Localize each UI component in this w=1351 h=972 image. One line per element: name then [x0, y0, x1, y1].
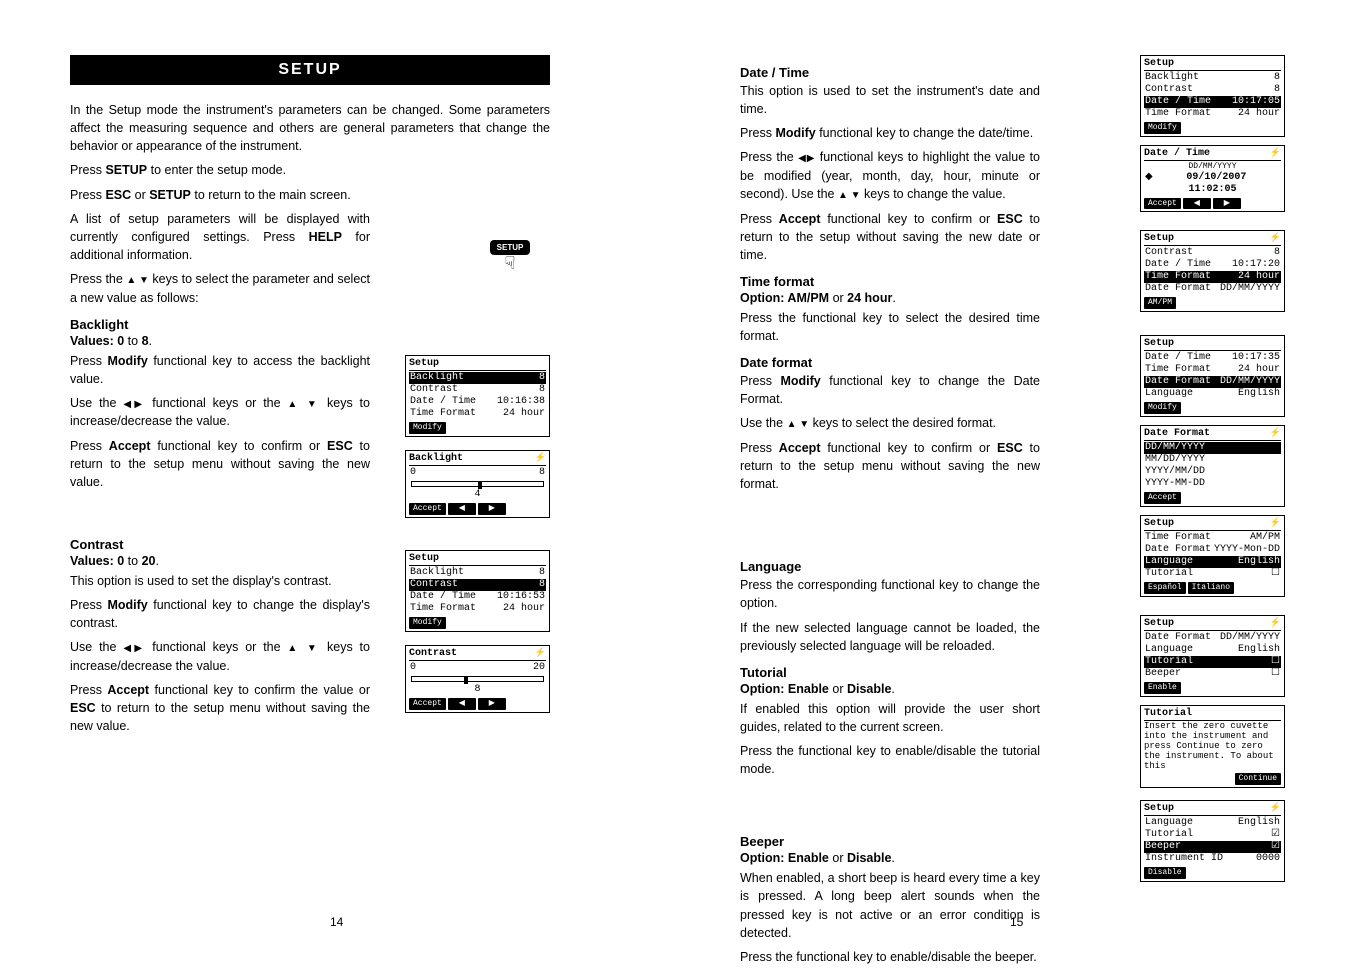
lg-l2: If the new selected language cannot be l…: [740, 619, 1040, 655]
dt-l4: Press Accept functional key to confirm o…: [740, 210, 1040, 264]
lcd-datefmt-list: Date Format DD/MM/YYYY MM/DD/YYYY YYYY/M…: [1140, 425, 1285, 507]
lcd-tutorial-msg: Tutorial Insert the zero cuvette into th…: [1140, 705, 1285, 788]
tf-l1: Press the functional key to select the d…: [740, 309, 1040, 345]
bl-l3: Press Accept functional key to confirm o…: [70, 437, 370, 491]
ct-l3: Use the ◀▶ functional keys or the ▲ ▼ ke…: [70, 638, 370, 675]
contrast-heading: Contrast: [70, 537, 640, 552]
lcd-title: Setup: [409, 358, 439, 370]
dt-l3: Press the ◀▶ functional keys to highligh…: [740, 148, 1040, 203]
p4: Press the ▲ ▼ keys to select the paramet…: [70, 270, 370, 307]
tut-l2: Press the functional key to enable/disab…: [740, 742, 1040, 778]
hand-icon: ☟: [490, 253, 530, 274]
setup-key-graphic: SETUP ☟: [490, 240, 530, 288]
p2: Press ESC or SETUP to return to the main…: [70, 186, 550, 204]
beep-l1: When enabled, a short beep is heard ever…: [740, 869, 1040, 942]
bl-l2: Use the ◀▶ functional keys or the ▲ ▼ ke…: [70, 394, 370, 431]
lcd-tutorial-setup: Setup Date FormatDD/MM/YYYY LanguageEngl…: [1140, 615, 1285, 697]
lcd-language-setup: Setup Time FormatAM/PM Date FormatYYYY-M…: [1140, 515, 1285, 597]
lcd-datetime-setup: Setup Backlight8 Contrast8 Date / Time10…: [1140, 55, 1285, 137]
lcd-contrast-setup: Setup Backlight8 Contrast8 Date / Time10…: [405, 550, 550, 632]
lcd-backlight-adjust: Backlight 08 4 Accept◀▶: [405, 450, 550, 518]
lcd-datetime-edit: Date / Time DD/MM/YYYY ◆09/10/2007 11:02…: [1140, 145, 1285, 212]
ct-l4: Press Accept functional key to confirm t…: [70, 681, 370, 735]
lcd-datefmt-setup: Setup Date / Time10:17:35 Time Format24 …: [1140, 335, 1285, 417]
df-l1: Press Modify functional key to change th…: [740, 372, 1040, 408]
df-l3: Press Accept functional key to confirm o…: [740, 439, 1040, 493]
dt-l1: This option is used to set the instrumen…: [740, 82, 1040, 118]
intro-text: In the Setup mode the instrument's param…: [70, 101, 550, 155]
lcd-title: Backlight: [409, 453, 463, 465]
lg-l1: Press the corresponding functional key t…: [740, 576, 1040, 612]
backlight-values: Values: 0 to 8.: [70, 334, 640, 348]
ct-l2: Press Modify functional key to change th…: [70, 596, 370, 632]
lcd-backlight-setup: Setup Backlight8 Contrast8 Date / Time10…: [405, 355, 550, 437]
dt-l2: Press Modify functional key to change th…: [740, 124, 1040, 142]
tut-l1: If enabled this option will provide the …: [740, 700, 1040, 736]
ct-l1: This option is used to set the display's…: [70, 572, 370, 590]
tutorial-message: Insert the zero cuvette into the instrum…: [1144, 722, 1281, 771]
right-page: Date / Time This option is used to set t…: [740, 55, 1310, 972]
df-l2: Use the ▲ ▼ keys to select the desired f…: [740, 414, 1040, 433]
backlight-heading: Backlight: [70, 317, 640, 332]
page-number-right: 15: [1010, 915, 1023, 929]
page-number-left: 14: [330, 915, 343, 929]
bl-l1: Press Modify functional key to access th…: [70, 352, 370, 388]
battery-icon: [535, 453, 546, 465]
beep-l2: Press the functional key to enable/disab…: [740, 948, 1040, 966]
lcd-contrast-adjust: Contrast 020 8 Accept◀▶: [405, 645, 550, 713]
section-header: SETUP: [70, 55, 550, 85]
p3: A list of setup parameters will be displ…: [70, 210, 370, 264]
p1: Press SETUP to enter the setup mode.: [70, 161, 550, 179]
lcd-beeper-setup: Setup LanguageEnglish Tutorial☑ Beeper☑ …: [1140, 800, 1285, 882]
contrast-values: Values: 0 to 20.: [70, 554, 640, 568]
lcd-timefmt-setup: Setup Contrast8 Date / Time10:17:20 Time…: [1140, 230, 1285, 312]
left-page: SETUP In the Setup mode the instrument's…: [70, 55, 640, 741]
battery-icon: [535, 648, 546, 660]
